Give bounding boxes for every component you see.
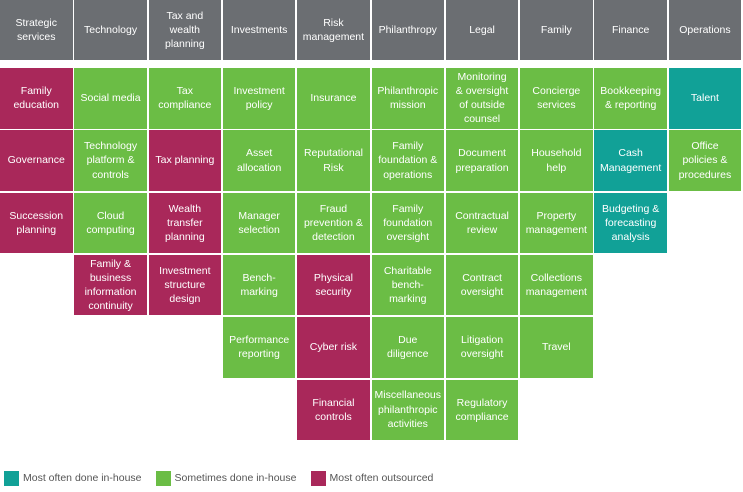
service-cell: Household help [520, 130, 593, 191]
service-cell: Bench- marking [222, 254, 296, 316]
service-cell: Cyber risk [297, 317, 370, 378]
service-cell: Reputational Risk [297, 130, 370, 191]
service-cell: Litigation oversight [445, 317, 519, 378]
service-cell: Insurance [297, 68, 370, 129]
service-cell: Family & business information continuity [74, 254, 147, 316]
legend-item-in-house: Most often done in-house [4, 470, 142, 486]
service-cell: Bookkeeping & reporting [594, 68, 667, 129]
service-cell: Miscellaneous philanthropic activities [371, 379, 444, 440]
service-cell: Family education [0, 68, 73, 129]
service-cell: Budgeting & forecasting analysis [594, 192, 667, 254]
legend-item-outsourced: Most often outsourced [310, 470, 434, 486]
service-cell: Contractual review [445, 192, 519, 254]
service-cell: Wealth transfer planning [148, 192, 222, 254]
column-header: Technology [74, 0, 147, 60]
column-header: Investments [222, 0, 296, 60]
legend-label-sometimes: Sometimes done in-house [174, 472, 297, 484]
service-cell: Tax planning [148, 130, 222, 191]
service-cell: Succession planning [0, 192, 73, 254]
column-header: Strategic services [0, 0, 73, 60]
service-cell: Family foundation oversight [371, 192, 444, 254]
legend-swatch-outsourced [310, 470, 326, 486]
service-cell: Collections management [520, 254, 593, 316]
service-cell: Financial controls [297, 379, 370, 440]
legend-label-in-house: Most often done in-house [23, 472, 142, 484]
service-cell: Document preparation [445, 130, 519, 191]
column-header: Philanthropy [371, 0, 444, 60]
service-cell: Family foundation & operations [371, 130, 444, 191]
legend-swatch-in-house [4, 470, 19, 486]
service-cell: Technology platform & controls [74, 130, 147, 191]
service-cell: Tax compliance [148, 68, 222, 129]
service-cell: Performance reporting [222, 317, 296, 378]
column-header: Tax and wealth planning [148, 0, 222, 60]
service-cell: Office policies & procedures [668, 130, 742, 191]
service-cell: Regulatory compliance [445, 379, 519, 440]
legend-label-outsourced: Most often outsourced [329, 472, 434, 484]
service-cell: Due diligence [371, 317, 444, 378]
service-cell: Physical security [297, 254, 370, 316]
column-header: Legal [445, 0, 519, 60]
service-cell: Social media [74, 68, 147, 129]
column-header: Family [520, 0, 593, 60]
service-cell: Monitoring & oversight of outside counse… [445, 68, 519, 129]
service-cell: Investment policy [222, 68, 296, 129]
service-cell: Talent [668, 68, 742, 129]
legend: Most often done in-house Sometimes done … [4, 470, 447, 486]
column-header: Operations [668, 0, 742, 60]
legend-item-sometimes: Sometimes done in-house [155, 470, 297, 486]
service-cell: Travel [520, 317, 593, 378]
legend-swatch-sometimes [155, 470, 171, 486]
service-cell: Philanthropic mission [371, 68, 444, 129]
column-header: Finance [594, 0, 667, 60]
service-cell: Fraud prevention & detection [297, 192, 370, 254]
service-cell: Property management [520, 192, 593, 254]
service-cell: Investment structure design [148, 254, 222, 316]
service-cell: Charitable bench- marking [371, 254, 444, 316]
service-cell: Governance [0, 130, 73, 191]
service-cell: Manager selection [222, 192, 296, 254]
service-cell: Cloud computing [74, 192, 147, 254]
service-cell: Contract oversight [445, 254, 519, 316]
column-header: Risk management [297, 0, 370, 60]
service-cell: Asset allocation [222, 130, 296, 191]
service-cell: Concierge services [520, 68, 593, 129]
service-cell: Cash Management [594, 130, 667, 191]
services-grid: Strategic services Family education Govern… [0, 0, 742, 440]
